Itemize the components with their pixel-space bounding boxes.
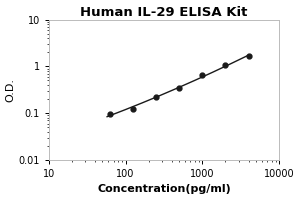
Y-axis label: O.D.: O.D. <box>6 78 16 102</box>
X-axis label: Concentration(pg/ml): Concentration(pg/ml) <box>97 184 231 194</box>
Title: Human IL-29 ELISA Kit: Human IL-29 ELISA Kit <box>80 6 248 19</box>
